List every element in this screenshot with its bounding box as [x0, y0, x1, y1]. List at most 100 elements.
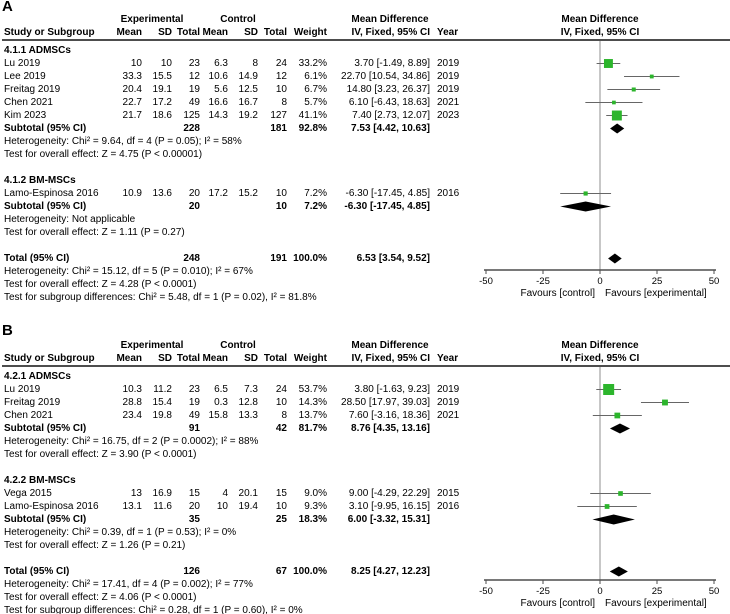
cell-mean_c: 14.3: [208, 110, 228, 121]
cell-year: 2019: [437, 71, 460, 82]
study-square: [604, 504, 610, 509]
header-year: Year: [437, 353, 459, 364]
x-axis-tick-label: -50: [479, 586, 493, 597]
cell-total_e: 20: [188, 501, 200, 512]
study-name: Lamo-Espinosa 2016: [4, 501, 99, 512]
favours-control-label: Favours [control]: [521, 598, 596, 609]
x-axis-tick-label: -25: [536, 586, 550, 597]
subgroup-name: 4.1.1 ADMSCs: [4, 45, 71, 56]
header-mean-difference-plot: Mean Difference: [561, 340, 639, 351]
cell-total_e-pooled: 35: [188, 514, 200, 525]
cell-mean_c: 6.5: [214, 384, 228, 395]
cell-mean_e: 10.3: [122, 384, 142, 395]
row-heterogeneity-line: Heterogeneity: Chi² = 15.12, df = 5 (P =…: [0, 265, 730, 278]
cell-weight: 41.1%: [298, 110, 327, 121]
row-group: 4.2.1 ADMSCs: [0, 370, 730, 383]
cell-year: 2016: [437, 501, 460, 512]
cell-total_e: 23: [188, 58, 200, 69]
cell-sd_e: 15.4: [152, 397, 172, 408]
row-pooled: Total (95% CI) 126 67 100.0% 8.25 [4.27, 12.…: [0, 565, 730, 578]
pooled-label: Subtotal (95% CI): [4, 123, 87, 134]
cell-mean_e: 13.1: [122, 501, 142, 512]
header-total_c: Total: [263, 27, 287, 38]
cell-weight-pooled: 81.7%: [298, 423, 327, 434]
row-study: Freitag 2019 20.4 19.1 19 5.6 12.5 10 6.7% 14.80…: [0, 83, 730, 96]
row-overall-effect-line: Test for overall effect: Z = 4.28 (P < 0…: [0, 278, 730, 291]
row-group: 4.1.1 ADMSCs: [0, 44, 730, 57]
cell-sd_e: 13.6: [152, 188, 172, 199]
row-study: Lu 2019 10 10 23 6.3 8 24 33.2% 3.70 [-1.49, 8.8…: [0, 57, 730, 70]
cell-total_e: 19: [188, 84, 200, 95]
row-heterogeneity-line: Heterogeneity: Chi² = 0.39, df = 1 (P = …: [0, 526, 730, 539]
cell-total_c: 8: [281, 410, 287, 421]
study-square: [603, 384, 615, 395]
cell-ci_text-pooled: -6.30 [-17.45, 4.85]: [344, 201, 430, 212]
study-name: Chen 2021: [4, 410, 53, 421]
cell-weight: 7.2%: [304, 188, 327, 199]
cell-mean_e: 23.4: [122, 410, 142, 421]
panel-a-label: A: [2, 0, 13, 15]
cell-total_c: 10: [275, 188, 287, 199]
header-total_e: Total: [176, 353, 200, 364]
row-study: Lamo-Espinosa 2016 10.9 13.6 20 17.2 15.2 10 7.…: [0, 187, 730, 200]
study-name: Vega 2015: [4, 488, 52, 499]
cell-sd_c: 13.3: [238, 410, 258, 421]
header-weight: Weight: [293, 353, 327, 364]
header-mean-difference-table: Mean Difference: [351, 340, 429, 351]
cell-total_c: 8: [281, 97, 287, 108]
cell-weight: 6.7%: [304, 84, 327, 95]
cell-mean_c: 5.6: [214, 84, 228, 95]
cell-mean_e: 22.7: [122, 97, 142, 108]
cell-sd_e: 17.2: [152, 97, 172, 108]
study-name: Freitag 2019: [4, 84, 61, 95]
cell-mean_c: 15.8: [208, 410, 228, 421]
cell-ci_text-pooled: 8.76 [4.35, 13.16]: [351, 423, 430, 434]
cell-year: 2019: [437, 397, 460, 408]
cell-ci_text: 7.60 [-3.16, 18.36]: [348, 410, 430, 421]
cell-sd_c: 12.8: [238, 397, 258, 408]
cell-year: 2021: [437, 97, 460, 108]
cell-sd_e: 11.6: [153, 501, 172, 512]
x-axis-tick-label: 25: [652, 586, 663, 597]
cell-ci_text-pooled: 6.53 [3.54, 9.52]: [356, 253, 430, 264]
forest-plot-svg: -50 -25 0 25 50 Favours [control] Favours [exp…: [2, 39, 730, 299]
cell-year: 2021: [437, 410, 460, 421]
cell-ci_text: 7.40 [2.73, 12.07]: [352, 110, 430, 121]
cell-year: 2016: [437, 188, 460, 199]
cell-mean_c: 16.6: [208, 97, 228, 108]
pooled-diamond: [592, 514, 635, 525]
cell-ci_text-pooled: 8.25 [4.27, 12.23]: [351, 566, 430, 577]
cell-total_c: 127: [270, 110, 287, 121]
cell-mean_e: 28.8: [122, 397, 142, 408]
header-weight: Weight: [293, 27, 327, 38]
header-sd_c: SD: [244, 353, 258, 364]
study-name: Freitag 2019: [4, 397, 61, 408]
row-heterogeneity-line: Heterogeneity: Chi² = 17.41, df = 4 (P =…: [0, 578, 730, 591]
cell-total_e-pooled: 248: [183, 253, 200, 264]
panel-a: A Experimental Control Mean Difference Mean…: [0, 0, 730, 304]
cell-weight: 14.3%: [298, 397, 327, 408]
pooled-diamond: [560, 201, 612, 212]
header-study: Study or Subgroup: [4, 27, 95, 38]
stat-text: Heterogeneity: Chi² = 9.64, df = 4 (P = …: [4, 136, 242, 147]
cell-weight: 9.3%: [304, 501, 327, 512]
header-sd_e: SD: [158, 27, 172, 38]
cell-ci_text: 3.70 [-1.49, 8.89]: [354, 58, 430, 69]
cell-ci_text: 14.80 [3.23, 26.37]: [346, 84, 430, 95]
cell-year: 2019: [437, 58, 460, 69]
header-mean_c: Mean: [202, 353, 228, 364]
header-group-experimental: Experimental: [120, 14, 184, 25]
row-pooled: Subtotal (95% CI) 35 25 18.3% 6.00 [-3.32, 1…: [0, 513, 730, 526]
cell-ci_text: 3.80 [-1.63, 9.23]: [354, 384, 430, 395]
cell-total_c-pooled: 25: [275, 514, 287, 525]
header-mean_c: Mean: [202, 27, 228, 38]
x-axis-tick-label: 50: [709, 276, 720, 287]
cell-total_c-pooled: 181: [270, 123, 287, 134]
cell-weight: 33.2%: [298, 58, 327, 69]
header-total_c: Total: [263, 353, 287, 364]
header-ci-method-plot: IV, Fixed, 95% CI: [560, 27, 640, 38]
cell-year: 2019: [437, 84, 460, 95]
row-heterogeneity-line: Heterogeneity: Chi² = 16.75, df = 2 (P =…: [0, 435, 730, 448]
row-subgroup-differences-line: Test for subgroup differences: Chi² = 5.…: [0, 291, 730, 304]
stat-text: Heterogeneity: Chi² = 17.41, df = 4 (P =…: [4, 579, 253, 590]
